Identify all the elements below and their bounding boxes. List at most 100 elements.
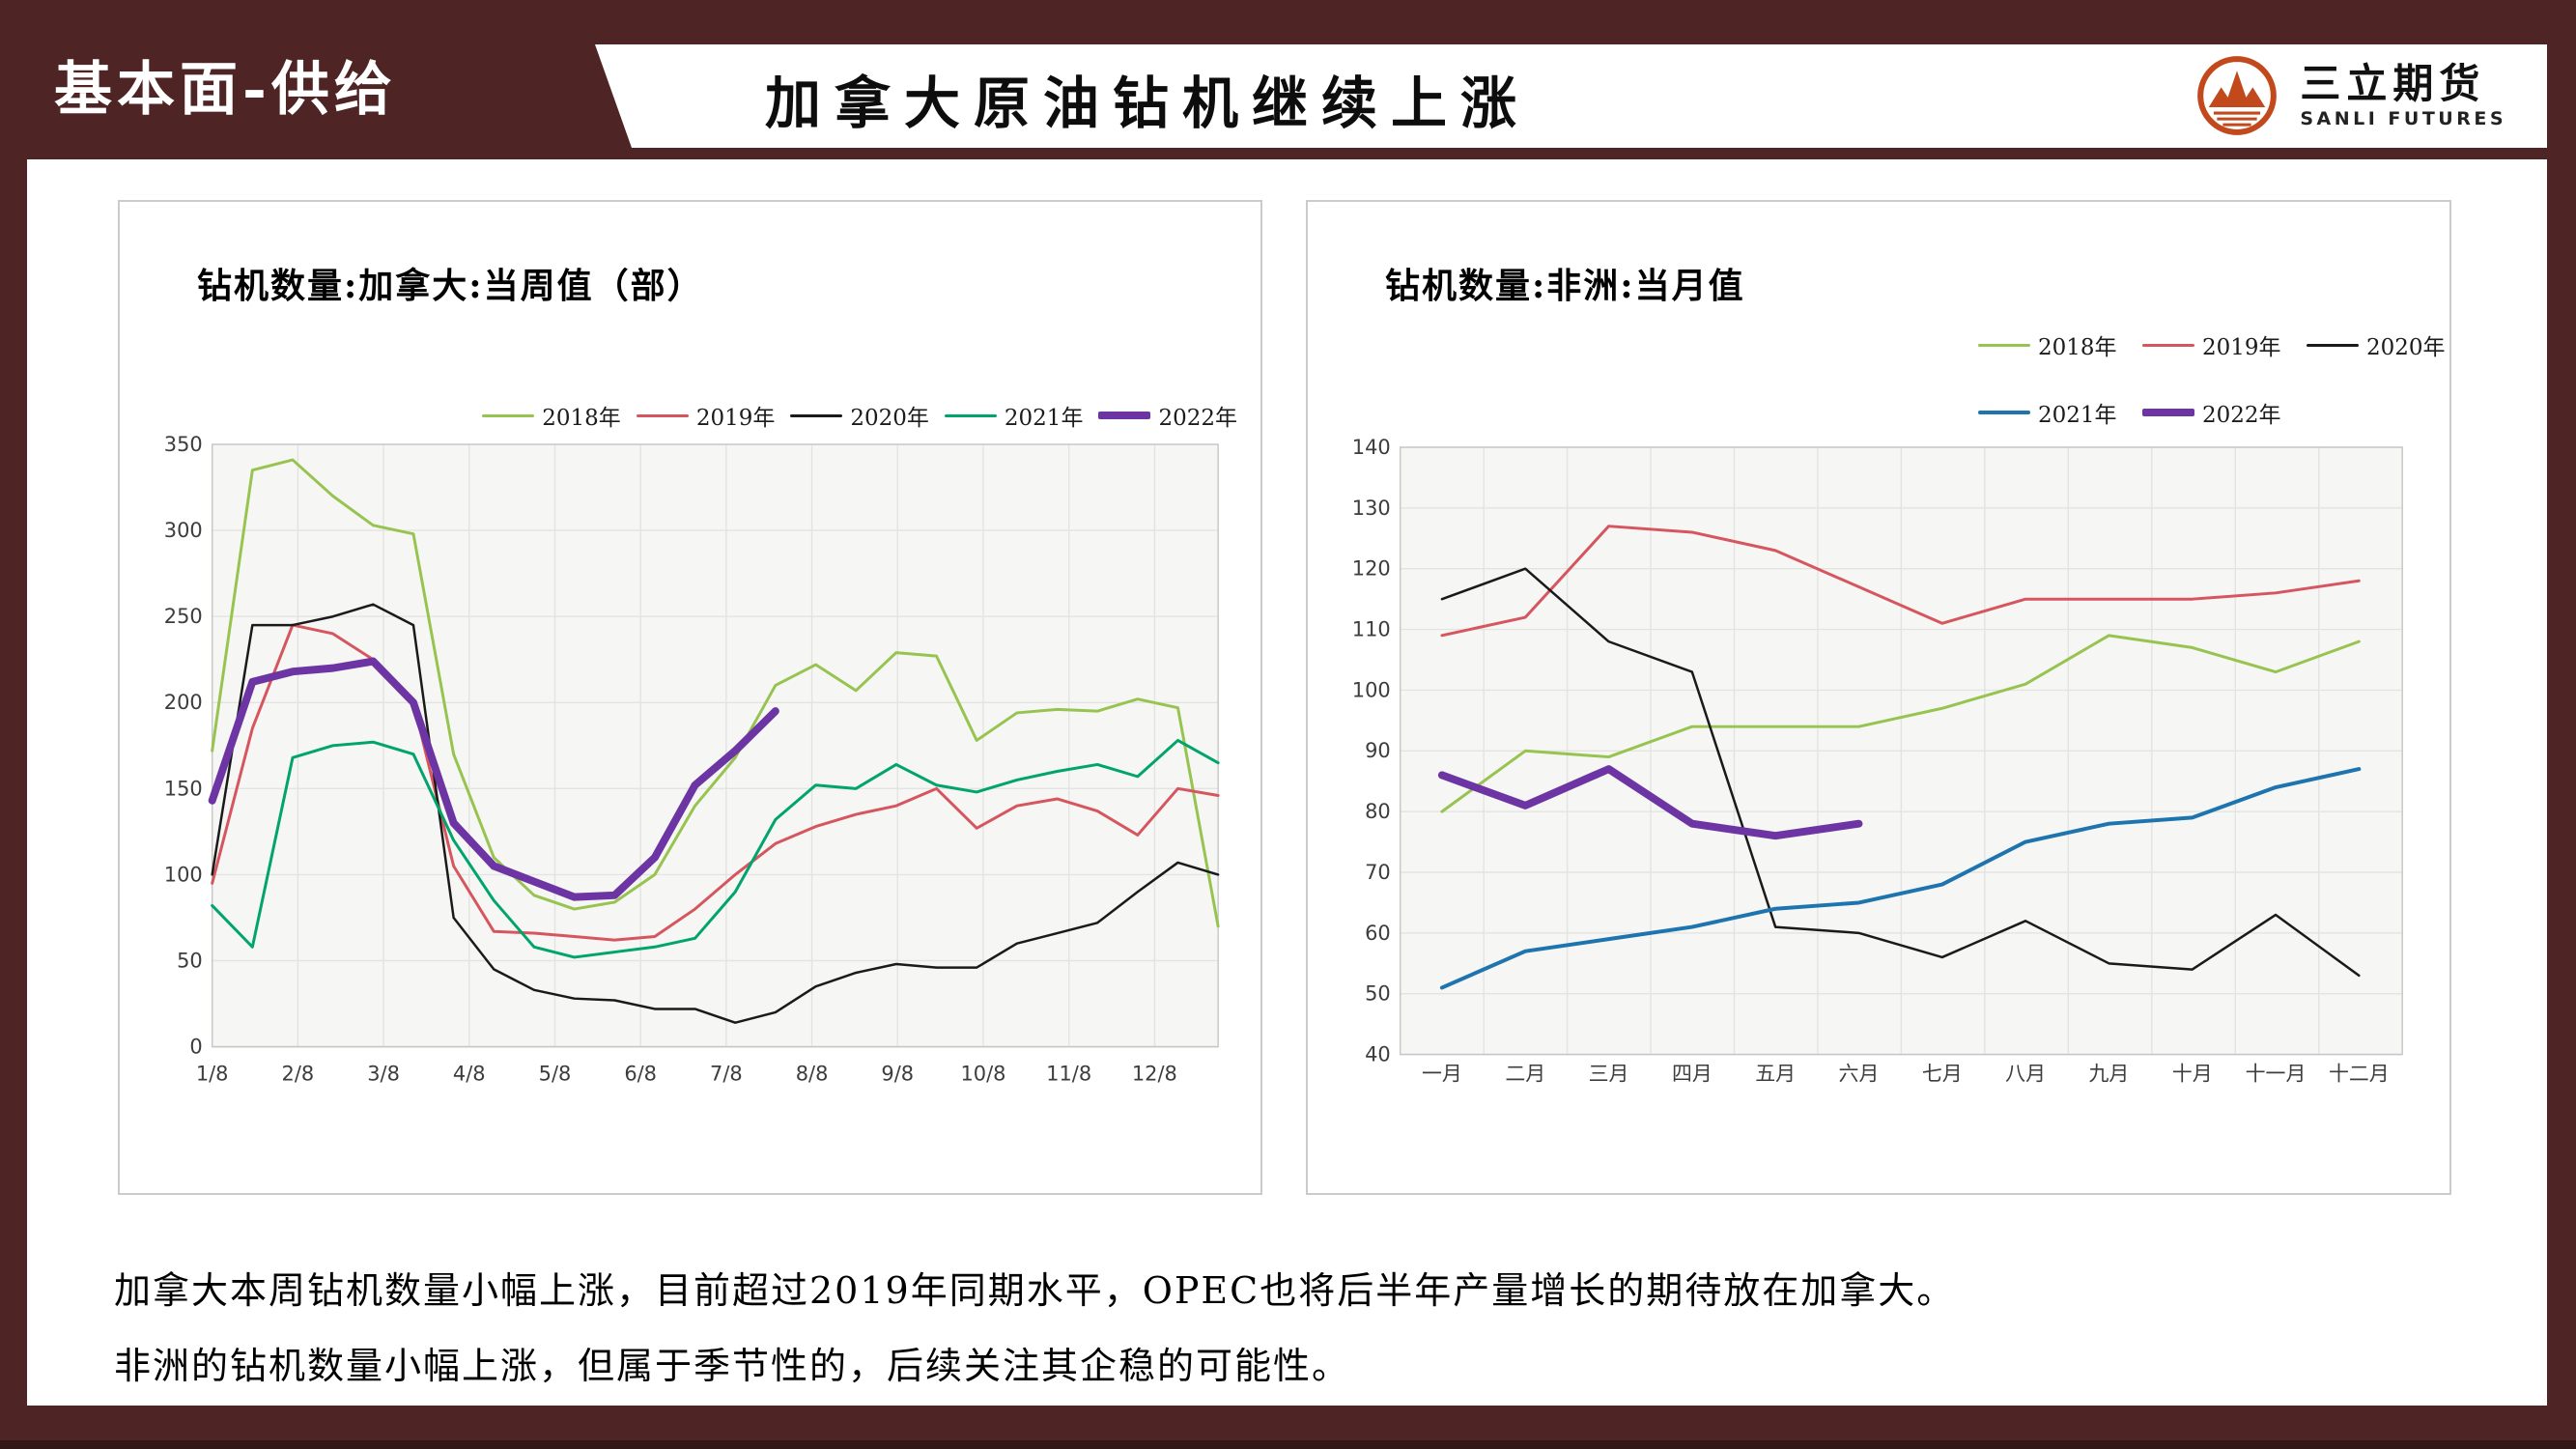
canada-chart-panel: 0 50 100 150 200 250 300 350 1/8 2/8 3/8 4/8 5/8 6/8 7… xyxy=(118,200,1262,1195)
series-line-2018 xyxy=(211,458,1220,928)
x-tick-label: 6/8 xyxy=(624,1062,657,1085)
x-tick-label: 三月 xyxy=(1589,1062,1629,1085)
legend-label-2018: 2018年 xyxy=(2038,335,2117,360)
legend-label-2020: 2020年 xyxy=(2366,335,2446,360)
africa-chart-panel: 40 50 60 70 80 90 100 110 120 130 140 一月 二月 三月 四月 五月 六月 七… xyxy=(1306,200,2451,1195)
legend-swatch-2019 xyxy=(2142,343,2194,347)
legend-item-2020: 2020年 xyxy=(2307,328,2471,361)
canada-chart-legend: 2018年 2019年 2020年 2021年 2022年 xyxy=(482,399,1237,432)
legend-item-2020: 2020年 xyxy=(790,399,929,432)
legend-label-2022: 2022年 xyxy=(2202,403,2281,428)
y-tick-label: 140 xyxy=(1352,436,1391,459)
legend-swatch-2022 xyxy=(2142,409,2194,416)
y-tick-label: 50 xyxy=(177,949,203,972)
x-tick-label: 十二月 xyxy=(2329,1062,2390,1085)
x-tick-label: 4/8 xyxy=(453,1062,486,1085)
x-tick-label: 一月 xyxy=(1422,1062,1462,1085)
logo-name: 三立期货 xyxy=(2300,60,2486,107)
series-line-2021 xyxy=(1439,767,2362,990)
plot-border xyxy=(1399,446,2403,1056)
legend-row: 2018年 2019年 2020年 2021年 2022年 xyxy=(482,399,1237,432)
logo-text: 三立期货 SANLI FUTURES xyxy=(2300,61,2506,130)
x-tick-label: 十一月 xyxy=(2246,1062,2307,1085)
legend-swatch-2020 xyxy=(2307,343,2359,347)
legend-row: 2018年 2019年 2020年 xyxy=(1978,328,2471,361)
x-tick-label: 5/8 xyxy=(539,1062,572,1085)
x-tick-label: 五月 xyxy=(1755,1062,1796,1085)
legend-swatch-2020 xyxy=(790,413,843,417)
africa-rigs-chart: 40 50 60 70 80 90 100 110 120 130 140 一月 二月 三月 四月 五月 六月 七… xyxy=(1352,436,2403,1085)
y-tick-label: 100 xyxy=(164,863,203,886)
x-tick-label: 12/8 xyxy=(1132,1062,1177,1085)
legend-label-2021: 2021年 xyxy=(2038,403,2117,428)
canada-rigs-chart: 0 50 100 150 200 250 300 350 1/8 2/8 3/8 4/8 5/8 6/8 7… xyxy=(164,433,1220,1085)
series-line-2021 xyxy=(211,738,1220,959)
x-tick-label: 六月 xyxy=(1839,1062,1880,1085)
series-line-2019 xyxy=(1440,525,2361,638)
canada-chart-title: 钻机数量:加拿大:当周值（部） xyxy=(197,266,704,306)
legend-item-2022: 2022年 xyxy=(1098,399,1237,432)
y-tick-label: 350 xyxy=(164,433,203,456)
y-tick-label: 80 xyxy=(1365,800,1391,823)
legend-swatch-2022 xyxy=(1098,412,1151,419)
legend-item-2019: 2019年 xyxy=(2142,328,2307,361)
y-tick-label: 250 xyxy=(164,605,203,628)
commentary-line-1: 加拿大本周钻机数量小幅上涨，目前超过2019年同期水平，OPEC也将后半年产量增… xyxy=(114,1269,1956,1312)
legend-item-2019: 2019年 xyxy=(636,399,776,432)
legend-item-2021: 2021年 xyxy=(944,399,1084,432)
africa-chart-legend: 2018年 2019年 2020年 2021年 2022年 xyxy=(1978,328,2471,429)
legend-swatch-2018 xyxy=(1978,343,2030,347)
legend-item-2018: 2018年 xyxy=(482,399,621,432)
y-tick-label: 0 xyxy=(189,1036,202,1059)
y-tick-label: 40 xyxy=(1365,1043,1391,1066)
legend-swatch-2018 xyxy=(482,413,535,417)
commentary: 加拿大本周钻机数量小幅上涨，目前超过2019年同期水平，OPEC也将后半年产量增… xyxy=(114,1253,1955,1404)
content-area: 0 50 100 150 200 250 300 350 1/8 2/8 3/8 4/8 5/8 6/8 7… xyxy=(27,159,2547,1406)
header: 基本面-供给 加拿大原油钻机继续上涨 三立期货 SANLI FUTURES xyxy=(0,0,2576,159)
footer-edge xyxy=(0,1440,2576,1449)
logo-subtitle: SANLI FUTURES xyxy=(2300,108,2506,129)
logo-mountain-icon xyxy=(2197,56,2278,135)
y-tick-label: 110 xyxy=(1352,618,1391,641)
y-tick-label: 70 xyxy=(1365,861,1391,884)
y-tick-label: 60 xyxy=(1365,922,1391,945)
y-tick-label: 300 xyxy=(164,519,203,542)
x-tick-label: 11/8 xyxy=(1046,1062,1091,1085)
series-line-2020 xyxy=(1440,567,2361,978)
legend-swatch-2021 xyxy=(1978,411,2030,414)
y-tick-label: 200 xyxy=(164,691,203,714)
y-tick-label: 50 xyxy=(1365,982,1391,1006)
series-line-2022 xyxy=(208,657,779,901)
y-tick-label: 100 xyxy=(1352,678,1391,701)
legend-row: 2021年 2022年 xyxy=(1978,396,2471,429)
legend-item-2021: 2021年 xyxy=(1978,396,2142,429)
x-tick-label: 七月 xyxy=(1922,1062,1963,1085)
series-line-2020 xyxy=(211,603,1220,1024)
y-tick-label: 120 xyxy=(1352,557,1391,581)
legend-item-2022: 2022年 xyxy=(2142,396,2307,429)
series-line-2022 xyxy=(1437,765,1863,840)
title-band: 加拿大原油钻机继续上涨 三立期货 SANLI FUTURES xyxy=(595,44,2547,148)
x-tick-label: 10/8 xyxy=(960,1062,1005,1085)
x-tick-label: 十月 xyxy=(2172,1062,2213,1085)
legend-label-2021: 2021年 xyxy=(1004,406,1084,431)
africa-chart-title: 钻机数量:非洲:当月值 xyxy=(1385,266,1745,306)
x-tick-label: 九月 xyxy=(2088,1062,2129,1085)
plot-area xyxy=(212,444,1219,1047)
legend-label-2018: 2018年 xyxy=(542,406,621,431)
x-tick-label: 7/8 xyxy=(710,1062,743,1085)
page-title: 加拿大原油钻机继续上涨 xyxy=(765,71,1531,136)
y-tick-label: 90 xyxy=(1365,739,1391,762)
legend-label-2022: 2022年 xyxy=(1158,406,1237,431)
y-tick-label: 150 xyxy=(164,777,203,800)
series-line-2018 xyxy=(1440,634,2361,813)
legend-item-2018: 2018年 xyxy=(1978,328,2142,361)
x-tick-label: 3/8 xyxy=(367,1062,400,1085)
x-tick-label: 四月 xyxy=(1672,1062,1713,1085)
legend-swatch-2021 xyxy=(944,413,997,417)
legend-label-2020: 2020年 xyxy=(850,406,929,431)
legend-label-2019: 2019年 xyxy=(2202,335,2281,360)
legend-label-2019: 2019年 xyxy=(695,406,776,431)
x-tick-label: 9/8 xyxy=(881,1062,914,1085)
